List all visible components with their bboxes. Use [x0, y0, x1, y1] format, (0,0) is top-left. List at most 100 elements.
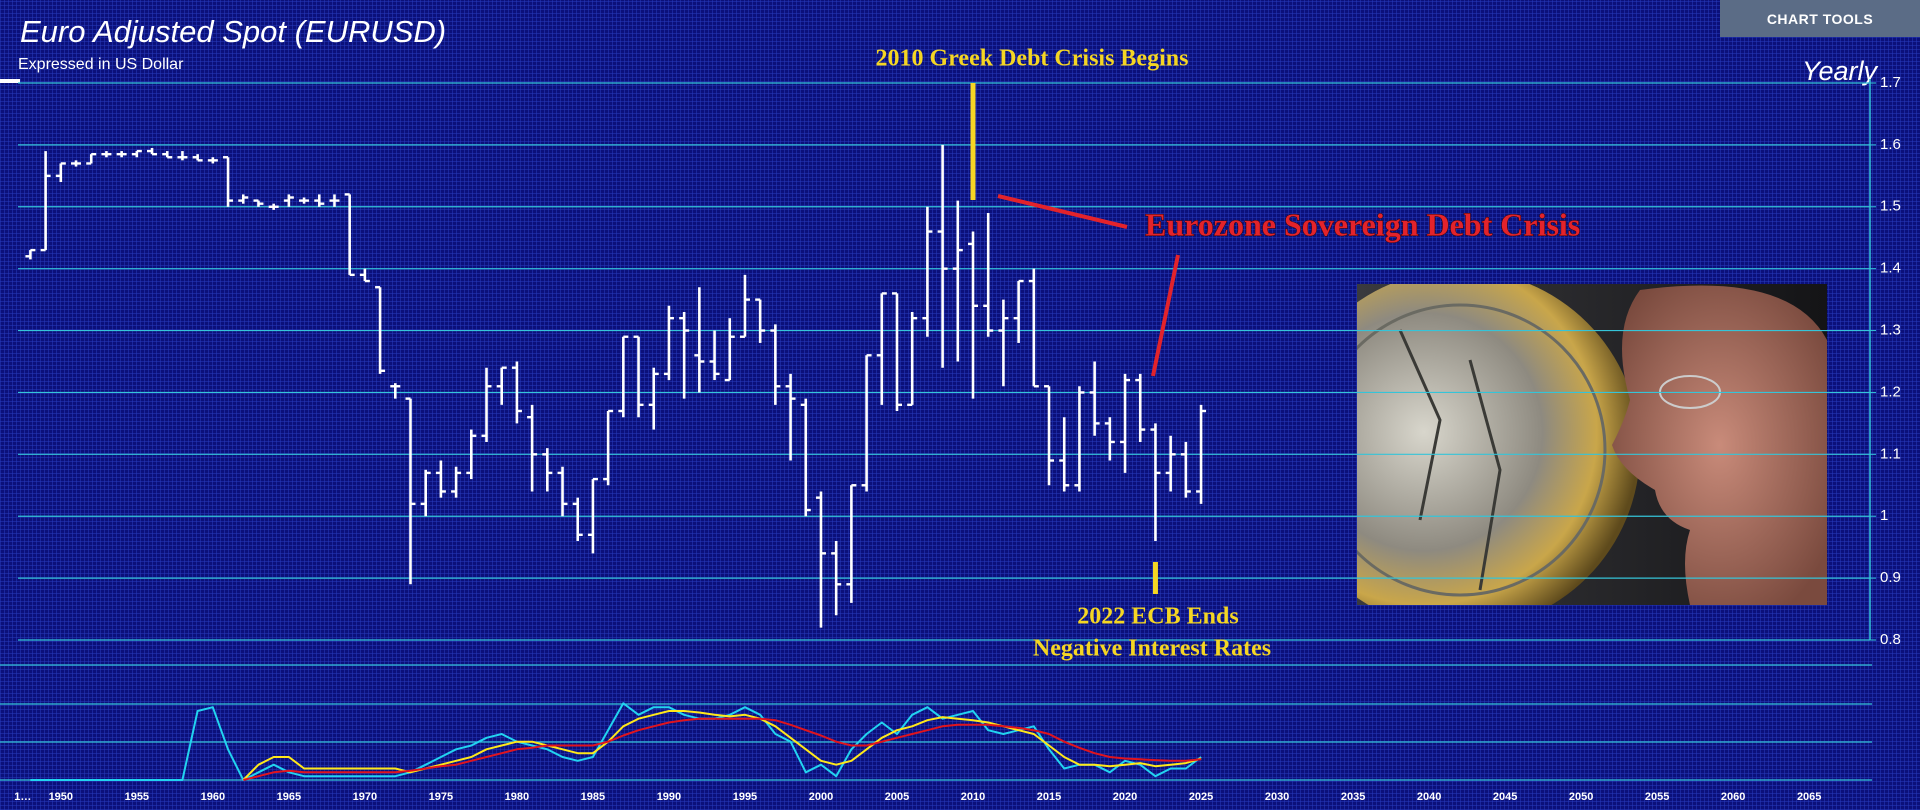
- annotation: 2022 ECB Ends: [1077, 604, 1238, 630]
- ohlc-bar: [131, 149, 142, 158]
- x-tick-label: 2065: [1797, 791, 1821, 803]
- ohlc-bar: [724, 318, 735, 382]
- ohlc-bar: [314, 194, 325, 207]
- ohlc-bar: [481, 367, 492, 442]
- ohlc-bar: [603, 409, 614, 486]
- x-tick-label: 2045: [1493, 791, 1517, 803]
- ohlc-bar: [618, 335, 629, 418]
- indicator-line: [30, 702, 1202, 781]
- ohlc-bar: [527, 404, 538, 492]
- ohlc-bar: [147, 147, 158, 156]
- ohlc-bar: [572, 497, 583, 541]
- y-tick-label: 1: [1880, 507, 1888, 524]
- ohlc-bar: [815, 491, 826, 628]
- ohlc-bar: [101, 151, 112, 158]
- x-tick-label: 1965: [277, 791, 301, 803]
- annotation-arrow: [997, 194, 1128, 229]
- ohlc-bar: [1074, 386, 1085, 492]
- x-tick-label: 1950: [49, 791, 73, 803]
- x-tick-label: 2035: [1341, 791, 1365, 803]
- x-tick-label: 2030: [1265, 791, 1289, 803]
- ohlc-bar: [329, 194, 340, 207]
- ohlc-bar: [800, 398, 811, 517]
- ohlc-bar: [55, 162, 66, 183]
- x-tick-label: 2060: [1721, 791, 1745, 803]
- ohlc-bar: [755, 298, 766, 343]
- ohlc-bar: [207, 157, 218, 164]
- annotation-arrow: [1151, 254, 1180, 377]
- marker: [0, 79, 20, 83]
- ohlc-bar: [86, 152, 97, 165]
- ohlc-bar: [739, 274, 750, 338]
- ohlc-bar: [451, 466, 462, 498]
- ohlc-bar: [1089, 361, 1100, 436]
- ohlc-bar: [71, 160, 82, 167]
- ohlc-bar: [405, 397, 416, 585]
- chart-title: Euro Adjusted Spot (EURUSD): [20, 14, 446, 49]
- x-tick-label: 2055: [1645, 791, 1669, 803]
- ohlc-bar: [496, 366, 507, 405]
- ohlc-bar: [770, 324, 781, 405]
- annotation: 2010 Greek Debt Crisis Begins: [876, 46, 1189, 72]
- indicator-line: [243, 717, 1202, 781]
- ohlc-bar: [1120, 373, 1131, 473]
- y-tick-label: 1.2: [1880, 383, 1901, 400]
- ohlc-bar: [694, 287, 705, 393]
- ohlc-bar: [344, 193, 355, 277]
- ohlc-bar: [1165, 435, 1176, 492]
- y-tick-label: 1.3: [1880, 322, 1901, 339]
- ohlc-bar: [1150, 423, 1161, 541]
- ohlc-bar: [1104, 417, 1115, 461]
- ohlc-bar: [891, 292, 902, 412]
- photo: [1357, 284, 1827, 605]
- ohlc-bar: [1059, 417, 1070, 492]
- ohlc-bar: [40, 151, 51, 252]
- chart-subtitle: Expressed in US Dollar: [18, 56, 184, 73]
- period-label: Yearly: [1802, 56, 1879, 86]
- ohlc-bar: [663, 305, 674, 381]
- ohlc-bar: [679, 311, 690, 399]
- ohlc-bar: [907, 311, 918, 407]
- ohlc-bar: [1044, 385, 1055, 486]
- ohlc-bar: [937, 144, 948, 368]
- ohlc-bar: [420, 469, 431, 517]
- indicator-line: [242, 710, 1202, 781]
- annotation: Negative Interest Rates: [1033, 636, 1271, 662]
- y-tick-label: 0.8: [1880, 631, 1901, 648]
- ohlc-bar: [846, 484, 857, 603]
- x-tick-label: 1970: [353, 791, 377, 803]
- chart-tools-button[interactable]: CHART TOOLS: [1720, 0, 1920, 37]
- ohlc-bar: [709, 330, 720, 381]
- ohlc-bar: [557, 466, 568, 517]
- x-tick-label: 1995: [733, 791, 757, 803]
- ohlc-bar: [466, 429, 477, 480]
- ohlc-bar: [648, 367, 659, 430]
- x-tick-label: 1975: [429, 791, 453, 803]
- ohlc-bar: [268, 203, 279, 210]
- annotation: Eurozone Sovereign Debt Crisis: [1145, 206, 1580, 242]
- x-tick-label: 1985: [581, 791, 605, 803]
- ohlc-bar: [785, 373, 796, 461]
- y-tick-label: 1.4: [1880, 260, 1901, 277]
- ohlc-bar: [299, 197, 310, 204]
- x-tick-label: 2005: [885, 791, 909, 803]
- y-tick-label: 1.6: [1880, 136, 1901, 153]
- ohlc-bar: [511, 361, 522, 424]
- ohlc-bar: [1196, 404, 1207, 504]
- ohlc-bar: [177, 151, 188, 161]
- x-tick-label: 1980: [505, 791, 529, 803]
- ohlc-bar: [952, 200, 963, 362]
- x-tick-label: 1960: [201, 791, 225, 803]
- ohlc-bar: [861, 354, 872, 492]
- y-tick-label: 1.5: [1880, 198, 1901, 215]
- ohlc-bar: [223, 156, 234, 207]
- ohlc-bar: [922, 206, 933, 337]
- y-tick-label: 1.7: [1880, 74, 1901, 91]
- x-tick-label: 1…: [14, 791, 31, 803]
- ohlc-bar: [375, 286, 386, 374]
- ohlc-bar: [1028, 268, 1039, 388]
- ohlc-bar: [542, 448, 553, 492]
- x-tick-label: 2000: [809, 791, 833, 803]
